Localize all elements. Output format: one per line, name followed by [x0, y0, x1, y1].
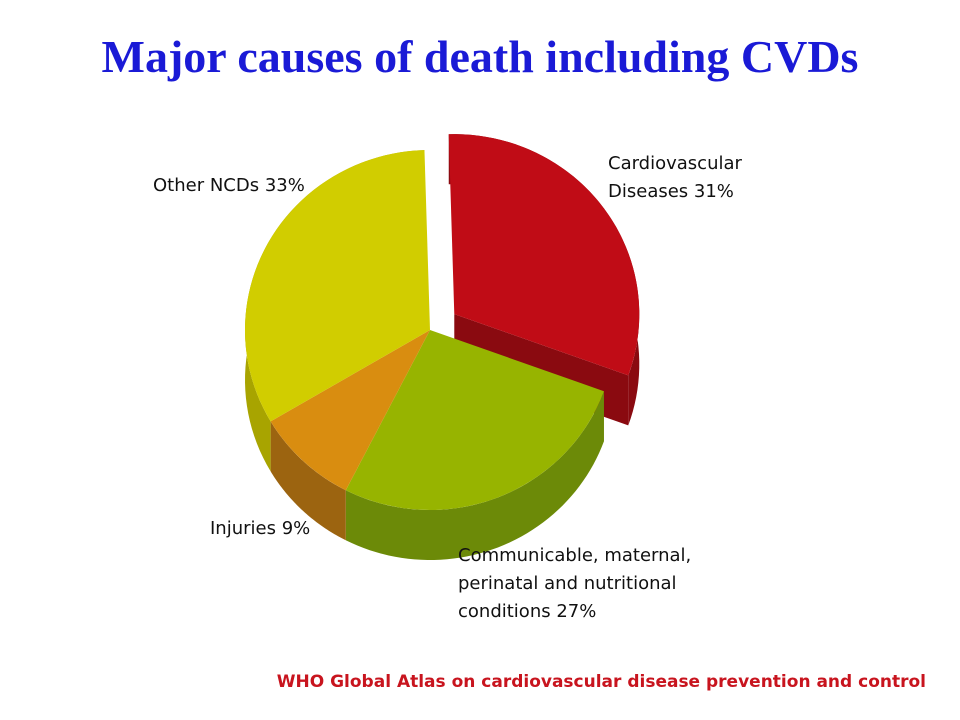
slice-communicable	[345, 330, 604, 511]
slice-label-cardiovascular: Cardiovascular Diseases 31%	[608, 153, 742, 202]
slice-side-communicable	[345, 391, 604, 560]
slide-title: Major causes of death including CVDs	[101, 31, 859, 82]
slice-other-ncds	[244, 150, 430, 422]
slice-label-communicable: Communicable, maternal, perinatal and nu…	[458, 545, 692, 622]
slice-label-injuries: Injuries 9%	[210, 518, 311, 539]
slice-cardiovascular	[448, 134, 640, 376]
slice-injuries	[270, 330, 430, 491]
slice-side-injuries	[270, 421, 346, 541]
source-citation: WHO Global Atlas on cardiovascular disea…	[276, 672, 926, 692]
slice-label-other-ncds: Other NCDs 33%	[153, 175, 305, 196]
